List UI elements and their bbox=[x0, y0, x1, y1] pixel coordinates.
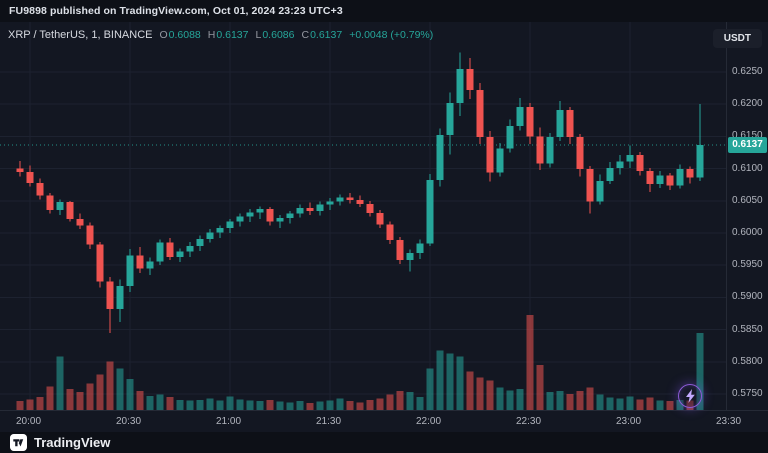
time-tick-label: 23:30 bbox=[716, 416, 742, 427]
close-label: C bbox=[301, 29, 310, 41]
chart-plot[interactable]: XRP / TetherUS, 1, BINANCE O 0.6088 H 0.61… bbox=[0, 22, 726, 410]
boost-button[interactable] bbox=[678, 384, 702, 408]
time-tick-label: 20:30 bbox=[116, 416, 142, 427]
price-tick-label: 0.6000 bbox=[732, 227, 763, 238]
volume-bars bbox=[16, 315, 704, 410]
time-axis[interactable]: 20:00 20:30 21:00 21:30 22:00 22:30 23:00 23:30 bbox=[0, 410, 768, 432]
ohlc-close: C 0.6137 bbox=[301, 29, 342, 41]
time-tick-label: 20:00 bbox=[16, 416, 42, 427]
price-tick-label: 0.6250 bbox=[732, 66, 763, 77]
time-tick-label: 22:30 bbox=[516, 416, 542, 427]
ohlc-low: L 0.6086 bbox=[256, 29, 295, 41]
candles bbox=[16, 52, 704, 333]
open-value: 0.6088 bbox=[168, 29, 201, 41]
price-tick-label: 0.5750 bbox=[732, 388, 763, 399]
attribution-text: FU9898 published on TradingView.com, Oct… bbox=[9, 5, 343, 17]
price-axis[interactable]: 0.6137 0.6250 0.6200 0.6150 0.6100 0.6050 0.6… bbox=[726, 22, 768, 410]
open-label: O bbox=[159, 29, 168, 41]
price-tick-label: 0.6100 bbox=[732, 162, 763, 174]
tradingview-logo-icon[interactable] bbox=[10, 434, 27, 451]
price-tick-label: 0.5800 bbox=[732, 355, 763, 367]
time-tick-label: 23:00 bbox=[616, 416, 642, 427]
ohlc-high: H 0.6137 bbox=[208, 29, 249, 41]
grid-lines bbox=[0, 22, 726, 410]
price-tick-label: 0.5900 bbox=[732, 291, 763, 303]
price-tick-label: 0.5850 bbox=[732, 323, 763, 335]
attribution-bar: FU9898 published on TradingView.com, Oct… bbox=[0, 0, 768, 22]
footer-bar: TradingView bbox=[0, 432, 768, 453]
last-price-badge: 0.6137 bbox=[728, 136, 767, 153]
close-value: 0.6137 bbox=[310, 29, 343, 41]
change-value: +0.0048 (+0.79%) bbox=[349, 29, 434, 41]
price-tick-label: 0.6050 bbox=[732, 194, 763, 206]
time-tick-label: 21:30 bbox=[316, 416, 342, 427]
legend: XRP / TetherUS, 1, BINANCE O 0.6088 H 0.61… bbox=[8, 29, 433, 41]
tradingview-brand[interactable]: TradingView bbox=[34, 435, 111, 450]
price-tick-label: 0.6150 bbox=[732, 130, 763, 142]
chart-area: XRP / TetherUS, 1, BINANCE O 0.6088 H 0.61… bbox=[0, 22, 768, 432]
time-tick-label: 21:00 bbox=[216, 416, 242, 427]
high-value: 0.6137 bbox=[216, 29, 249, 41]
time-tick-label: 22:00 bbox=[416, 416, 442, 427]
price-tick-label: 0.6200 bbox=[732, 98, 763, 110]
candlestick-chart[interactable] bbox=[0, 22, 726, 410]
low-value: 0.6086 bbox=[262, 29, 295, 41]
high-label: H bbox=[207, 29, 216, 41]
lightning-icon bbox=[685, 389, 695, 403]
symbol-title[interactable]: XRP / TetherUS, 1, BINANCE bbox=[8, 29, 153, 41]
price-tick-label: 0.5950 bbox=[732, 259, 763, 271]
ohlc-open: O 0.6088 bbox=[159, 29, 200, 41]
low-label: L bbox=[255, 29, 262, 41]
currency-toggle-button[interactable]: USDT bbox=[712, 29, 762, 48]
